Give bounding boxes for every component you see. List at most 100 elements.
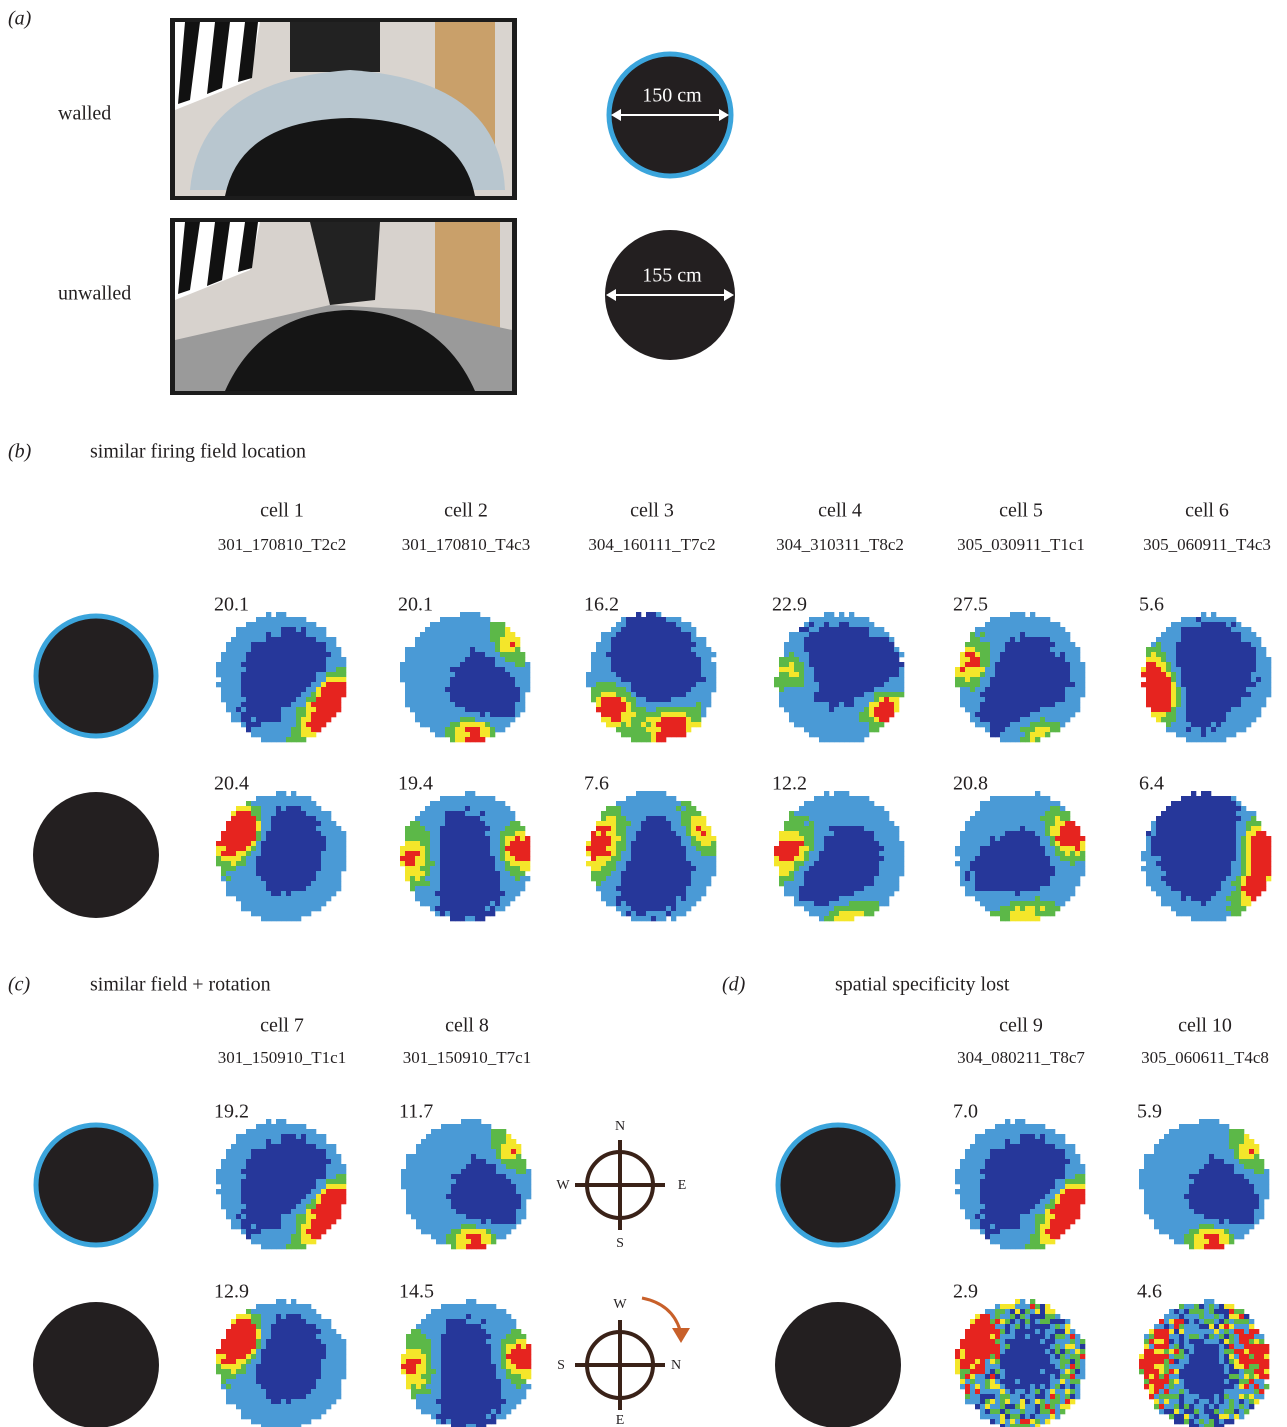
rate-pixel [809, 896, 815, 902]
rate-pixel [789, 632, 795, 638]
rate-pixel [1055, 707, 1061, 713]
rate-pixel [435, 851, 441, 857]
rate-pixel [606, 637, 612, 643]
rate-pixel [829, 632, 835, 638]
rate-pixel [1040, 652, 1046, 658]
rate-pixel [681, 826, 687, 832]
rate-pixel [874, 672, 880, 678]
rate-pixel [1015, 732, 1021, 738]
rate-pixel [301, 652, 307, 658]
rate-pixel [869, 806, 875, 812]
rate-pixel [485, 826, 491, 832]
rate-pixel [410, 871, 416, 877]
rate-pixel [686, 871, 692, 877]
rate-pixel [430, 851, 436, 857]
rate-pixel [1015, 692, 1021, 698]
rate-pixel [651, 831, 657, 837]
rate-pixel [420, 672, 426, 678]
rate-pixel [591, 652, 597, 658]
rate-pixel [301, 712, 307, 718]
rate-pixel [525, 841, 531, 847]
rate-pixel [676, 662, 682, 668]
rate-pixel [990, 637, 996, 643]
rate-pixel [631, 871, 637, 877]
rate-pixel [490, 732, 496, 738]
rate-pixel [490, 677, 496, 683]
rate-pixel [899, 687, 905, 693]
rate-pixel [666, 627, 672, 633]
rate-pixel [450, 632, 456, 638]
rate-pixel [711, 861, 717, 867]
rate-pixel [500, 801, 506, 807]
rate-pixel [321, 861, 327, 867]
rate-pixel [864, 712, 870, 718]
rate-pixel [286, 811, 292, 817]
rate-pixel [879, 722, 885, 728]
rate-pixel [1065, 667, 1071, 673]
rate-pixel [1025, 722, 1031, 728]
rate-pixel [641, 637, 647, 643]
rate-pixel [251, 856, 257, 862]
rate-pixel [271, 856, 277, 862]
rate-pixel [661, 806, 667, 812]
rate-pixel [1040, 722, 1046, 728]
rate-pixel [691, 871, 697, 877]
rate-pixel [706, 841, 712, 847]
rate-pixel [311, 826, 317, 832]
rate-pixel [1015, 687, 1021, 693]
rate-pixel [291, 697, 297, 703]
rate-pixel [410, 672, 416, 678]
rate-pixel [425, 717, 431, 723]
rate-pixel [809, 622, 815, 628]
rate-pixel [631, 851, 637, 857]
rate-pixel [601, 811, 607, 817]
rate-pixel [455, 717, 461, 723]
rate-pixel [455, 901, 461, 907]
rate-pixel [455, 911, 461, 917]
rate-pixel [990, 647, 996, 653]
rate-pixel [1080, 672, 1086, 678]
rate-pixel [465, 687, 471, 693]
rate-pixel [236, 811, 242, 817]
rate-pixel [789, 841, 795, 847]
rate-pixel [636, 737, 642, 743]
rate-pixel [291, 811, 297, 817]
rate-pixel [666, 692, 672, 698]
rate-pixel [1070, 826, 1076, 832]
rate-pixel [829, 622, 835, 628]
rate-pixel [1000, 717, 1006, 723]
rate-pixel [879, 677, 885, 683]
rate-pixel [839, 801, 845, 807]
rate-pixel [505, 697, 511, 703]
rate-pixel [626, 622, 632, 628]
rate-pixel [1005, 647, 1011, 653]
rate-pixel [450, 657, 456, 663]
rate-pixel [844, 851, 850, 857]
rate-pixel [636, 632, 642, 638]
rate-pixel [1020, 821, 1026, 827]
rate-pixel [854, 896, 860, 902]
rate-pixel [306, 821, 312, 827]
rate-pixel [666, 801, 672, 807]
rate-pixel [301, 692, 307, 698]
rate-pixel [701, 702, 707, 708]
rate-pixel [869, 886, 875, 892]
rate-pixel [859, 876, 865, 882]
rate-pixel [1050, 831, 1056, 837]
rate-pixel [809, 687, 815, 693]
rate-pixel [326, 881, 332, 887]
rate-pixel [671, 687, 677, 693]
rate-pixel [256, 687, 262, 693]
rate-pixel [1050, 667, 1056, 673]
rate-pixel [794, 697, 800, 703]
rate-pixel [311, 891, 317, 897]
rate-pixel [656, 791, 662, 797]
rate-pixel [799, 707, 805, 713]
rate-pixel [804, 866, 810, 872]
rate-pixel [839, 901, 845, 907]
rate-pixel [611, 707, 617, 713]
rate-pixel [1030, 722, 1036, 728]
rate-pixel [281, 727, 287, 733]
rate-map [400, 612, 531, 743]
rate-pixel [789, 682, 795, 688]
